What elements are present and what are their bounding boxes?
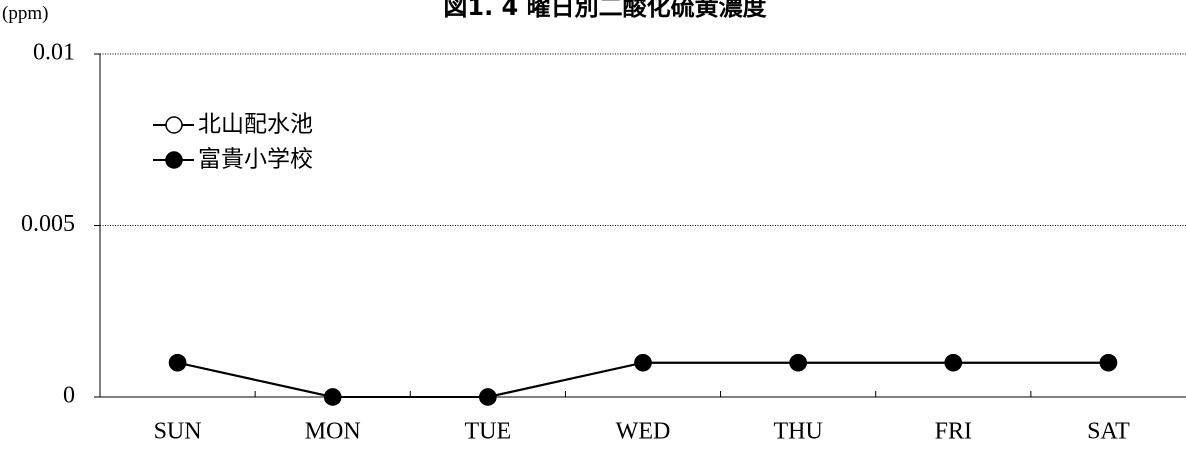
data-point <box>168 353 187 372</box>
data-point <box>944 353 963 372</box>
series-2 <box>168 353 1118 406</box>
x-tick-label: SAT <box>1087 419 1130 445</box>
data-series <box>168 353 1118 406</box>
x-tick-label: MON <box>305 419 361 445</box>
legend-label: 北山配水池 <box>198 112 313 138</box>
y-axis-unit-label: (ppm) <box>2 3 48 24</box>
y-tick-label: 0.01 <box>33 40 75 66</box>
legend-entry: 北山配水池 <box>153 112 313 138</box>
x-tick-labels: SUN MON TUE WED THU FRI SAT <box>154 419 1131 445</box>
data-point <box>323 388 342 406</box>
legend-label: 富貴小学校 <box>198 147 313 173</box>
data-point <box>1099 353 1118 372</box>
chart-title: 図1. 4 曜日別二酸化硫黄濃度 <box>443 0 767 21</box>
axes <box>94 53 1186 398</box>
x-tick-label: SUN <box>154 419 202 445</box>
x-tick-label: TUE <box>465 419 512 445</box>
data-point <box>479 388 497 406</box>
x-tick-label: FRI <box>935 419 972 445</box>
data-point <box>634 353 652 372</box>
legend-marker <box>165 151 183 169</box>
y-tick-label: 0.005 <box>21 211 75 237</box>
x-tick-label: THU <box>773 419 822 445</box>
data-point <box>789 353 807 372</box>
x-tick-label: WED <box>616 419 671 445</box>
y-tick-labels: 0 0.005 0.01 <box>21 40 75 409</box>
legend-entry: 富貴小学校 <box>153 147 313 173</box>
legend-marker <box>165 116 183 134</box>
gridlines <box>100 53 1186 226</box>
y-tick-label: 0 <box>63 383 75 409</box>
